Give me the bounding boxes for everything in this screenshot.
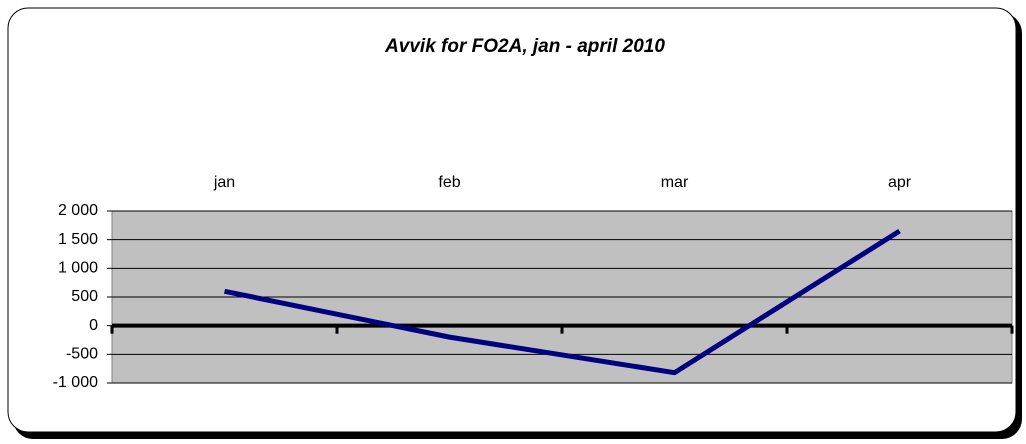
y-tick-label: 0 [89, 317, 98, 334]
x-tick-label: mar [661, 174, 689, 191]
x-tick-label: jan [213, 174, 235, 191]
y-tick-label: 500 [71, 288, 98, 305]
chart-title: Avvik for FO2A, jan - april 2010 [384, 36, 665, 57]
y-tick-label: 1 500 [58, 231, 98, 248]
y-tick-label: 2 000 [58, 202, 98, 219]
y-tick-label: -1 000 [53, 374, 98, 391]
y-tick-label: 1 000 [58, 260, 98, 277]
y-tick-label: -500 [66, 346, 98, 363]
x-tick-label: apr [888, 174, 912, 191]
x-tick-label: feb [438, 174, 460, 191]
series-line [224, 228, 901, 376]
